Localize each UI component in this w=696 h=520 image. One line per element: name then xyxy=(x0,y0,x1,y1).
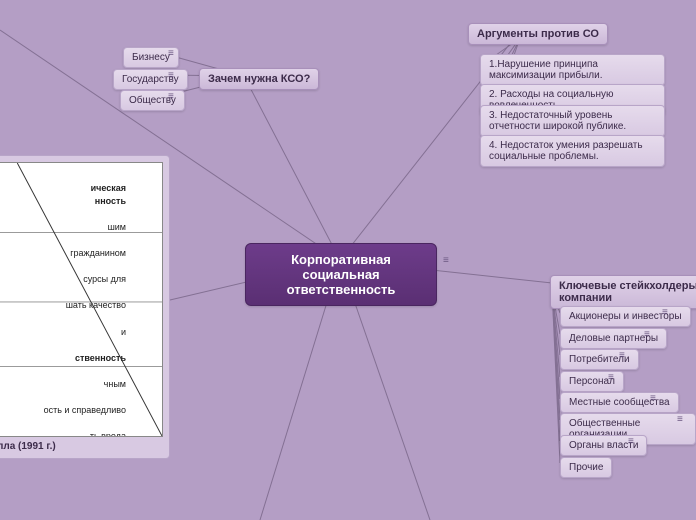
why-sub-state[interactable]: Государству xyxy=(113,69,188,90)
why-node[interactable]: Зачем нужна КСО? xyxy=(199,68,319,90)
stakeholders-header[interactable]: Ключевые стейкхолдеры компании xyxy=(550,275,696,309)
carroll-panel[interactable]: ическая нность шим гражданином сурсы для… xyxy=(0,155,170,459)
menu-icon[interactable] xyxy=(443,258,451,266)
menu-icon[interactable] xyxy=(677,417,685,425)
why-label: Зачем нужна КСО? xyxy=(208,73,310,85)
menu-icon[interactable] xyxy=(168,73,176,81)
stakeholder-others[interactable]: Прочие xyxy=(560,457,612,478)
carroll-caption: лла (1991 г.) xyxy=(0,441,163,452)
argument-item-3[interactable]: 3. Недостаточный уровень отчетности широ… xyxy=(480,105,665,137)
menu-icon[interactable] xyxy=(650,396,658,404)
menu-icon[interactable] xyxy=(644,332,652,340)
central-label: Корпоративная социальная ответственность xyxy=(287,252,396,297)
carroll-text: ическая нность шим гражданином сурсы для… xyxy=(4,169,156,437)
menu-icon[interactable] xyxy=(628,439,636,447)
stakeholder-investors[interactable]: Акционеры и инвесторы xyxy=(560,306,691,327)
arguments-header[interactable]: Аргументы против СО xyxy=(468,23,608,45)
carroll-pyramid: ическая нность шим гражданином сурсы для… xyxy=(0,162,163,437)
central-node[interactable]: Корпоративная социальная ответственность xyxy=(245,243,437,306)
stakeholder-communities[interactable]: Местные сообщества xyxy=(560,392,679,413)
menu-icon[interactable] xyxy=(662,310,670,318)
argument-item-4[interactable]: 4. Недостаток умения разрешать социальны… xyxy=(480,135,665,167)
menu-icon[interactable] xyxy=(168,51,176,59)
menu-icon[interactable] xyxy=(619,353,627,361)
menu-icon[interactable] xyxy=(608,375,616,383)
argument-item-1[interactable]: 1.Нарушение принципа максимизации прибыл… xyxy=(480,54,665,86)
menu-icon[interactable] xyxy=(168,94,176,102)
